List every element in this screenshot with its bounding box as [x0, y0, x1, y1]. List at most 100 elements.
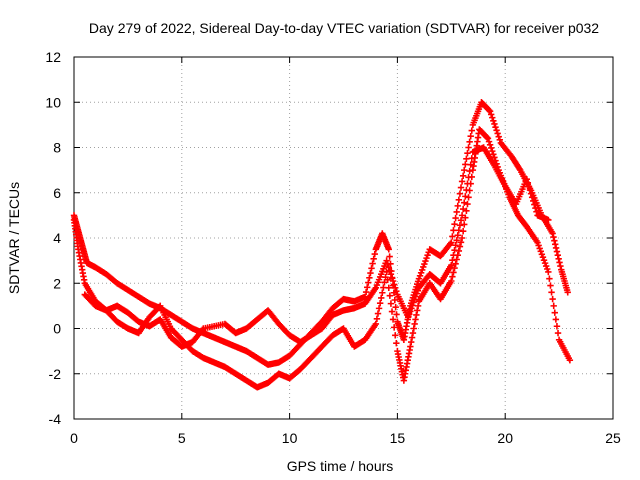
- data-point: [468, 127, 475, 134]
- data-point: [548, 289, 555, 296]
- data-point: [424, 251, 431, 259]
- data-point: [384, 260, 391, 268]
- data-point: [464, 149, 471, 157]
- data-point: [448, 277, 455, 285]
- data-point: [545, 216, 552, 224]
- data-point: [418, 266, 426, 274]
- data-point: [416, 272, 424, 279]
- data-point: [545, 268, 552, 276]
- data-point: [552, 241, 559, 248]
- data-point: [527, 190, 535, 197]
- data-point: [384, 276, 391, 284]
- data-point: [534, 239, 541, 246]
- data-point: [461, 221, 468, 228]
- data-point: [420, 263, 427, 271]
- data-point: [531, 201, 538, 208]
- data-point: [413, 311, 420, 319]
- data-point: [392, 304, 399, 311]
- data-point: [487, 111, 495, 118]
- data-point: [369, 260, 376, 267]
- data-point: [463, 207, 470, 215]
- data-point: [454, 232, 461, 239]
- data-point: [378, 294, 385, 302]
- data-point: [393, 287, 400, 295]
- data-point: [410, 299, 417, 306]
- grid: [74, 57, 613, 419]
- data-point: [490, 117, 497, 125]
- data-point: [456, 190, 464, 197]
- data-point: [414, 287, 422, 294]
- data-point: [374, 310, 382, 317]
- data-point: [413, 290, 421, 297]
- y-tick-label: 6: [53, 185, 61, 201]
- data-point: [451, 247, 458, 254]
- data-point: [407, 338, 415, 346]
- data-point: [414, 302, 422, 310]
- data-point: [463, 186, 470, 194]
- data-point: [390, 324, 398, 331]
- data-point: [487, 144, 495, 152]
- data-point: [453, 237, 460, 244]
- data-point: [407, 308, 414, 315]
- y-tick-label: 8: [53, 140, 61, 156]
- series-middle-trace: [81, 144, 552, 350]
- data-point: [389, 316, 397, 323]
- data-point: [485, 138, 493, 145]
- data-point: [457, 217, 465, 224]
- data-point: [404, 313, 412, 321]
- data-point: [526, 186, 534, 194]
- data-point: [496, 136, 504, 144]
- data-point: [491, 154, 498, 161]
- data-point: [544, 265, 551, 273]
- y-tick-label: -2: [49, 366, 62, 382]
- data-point: [393, 340, 400, 347]
- x-tick-label: 20: [497, 430, 513, 446]
- axis-ticks: 0 5 10 15 20 25 -4 -2 0 2 4 6 8 10 12: [45, 49, 621, 446]
- data-point: [462, 161, 469, 168]
- data-point: [414, 307, 421, 314]
- data-point: [528, 194, 536, 201]
- data-point: [554, 251, 562, 259]
- data-point: [564, 289, 571, 296]
- data-point: [555, 255, 562, 263]
- data-point: [549, 230, 556, 237]
- data-point: [465, 144, 472, 151]
- data-point: [538, 251, 546, 258]
- x-tick-label: 10: [282, 430, 298, 446]
- data-point: [458, 212, 466, 219]
- data-point: [365, 279, 372, 286]
- data-point: [557, 262, 564, 270]
- data-point: [458, 178, 466, 185]
- data-point: [448, 239, 455, 246]
- data-point: [450, 227, 457, 234]
- data-point: [409, 302, 416, 309]
- data-point: [452, 214, 459, 222]
- data-point: [466, 138, 473, 146]
- y-tick-label: -4: [49, 411, 62, 427]
- data-point: [372, 320, 380, 328]
- data-point: [466, 167, 473, 175]
- data-point: [483, 134, 491, 141]
- data-point: [448, 261, 455, 269]
- data-point: [385, 284, 392, 291]
- data-point: [450, 251, 457, 259]
- data-point: [389, 277, 397, 285]
- data-point: [409, 329, 417, 337]
- data-point: [406, 311, 413, 318]
- data-point: [451, 220, 458, 228]
- data-point: [423, 254, 430, 262]
- data-point: [484, 135, 492, 142]
- data-point: [552, 316, 560, 323]
- data-point: [458, 234, 466, 242]
- data-point: [386, 267, 394, 275]
- y-tick-label: 10: [45, 94, 61, 110]
- data-point: [486, 108, 494, 115]
- data-point: [468, 155, 475, 162]
- data-point: [385, 264, 392, 271]
- data-point: [386, 253, 393, 260]
- data-point: [492, 123, 499, 131]
- data-point: [532, 204, 539, 212]
- data-point: [368, 265, 375, 272]
- data-point: [495, 133, 502, 140]
